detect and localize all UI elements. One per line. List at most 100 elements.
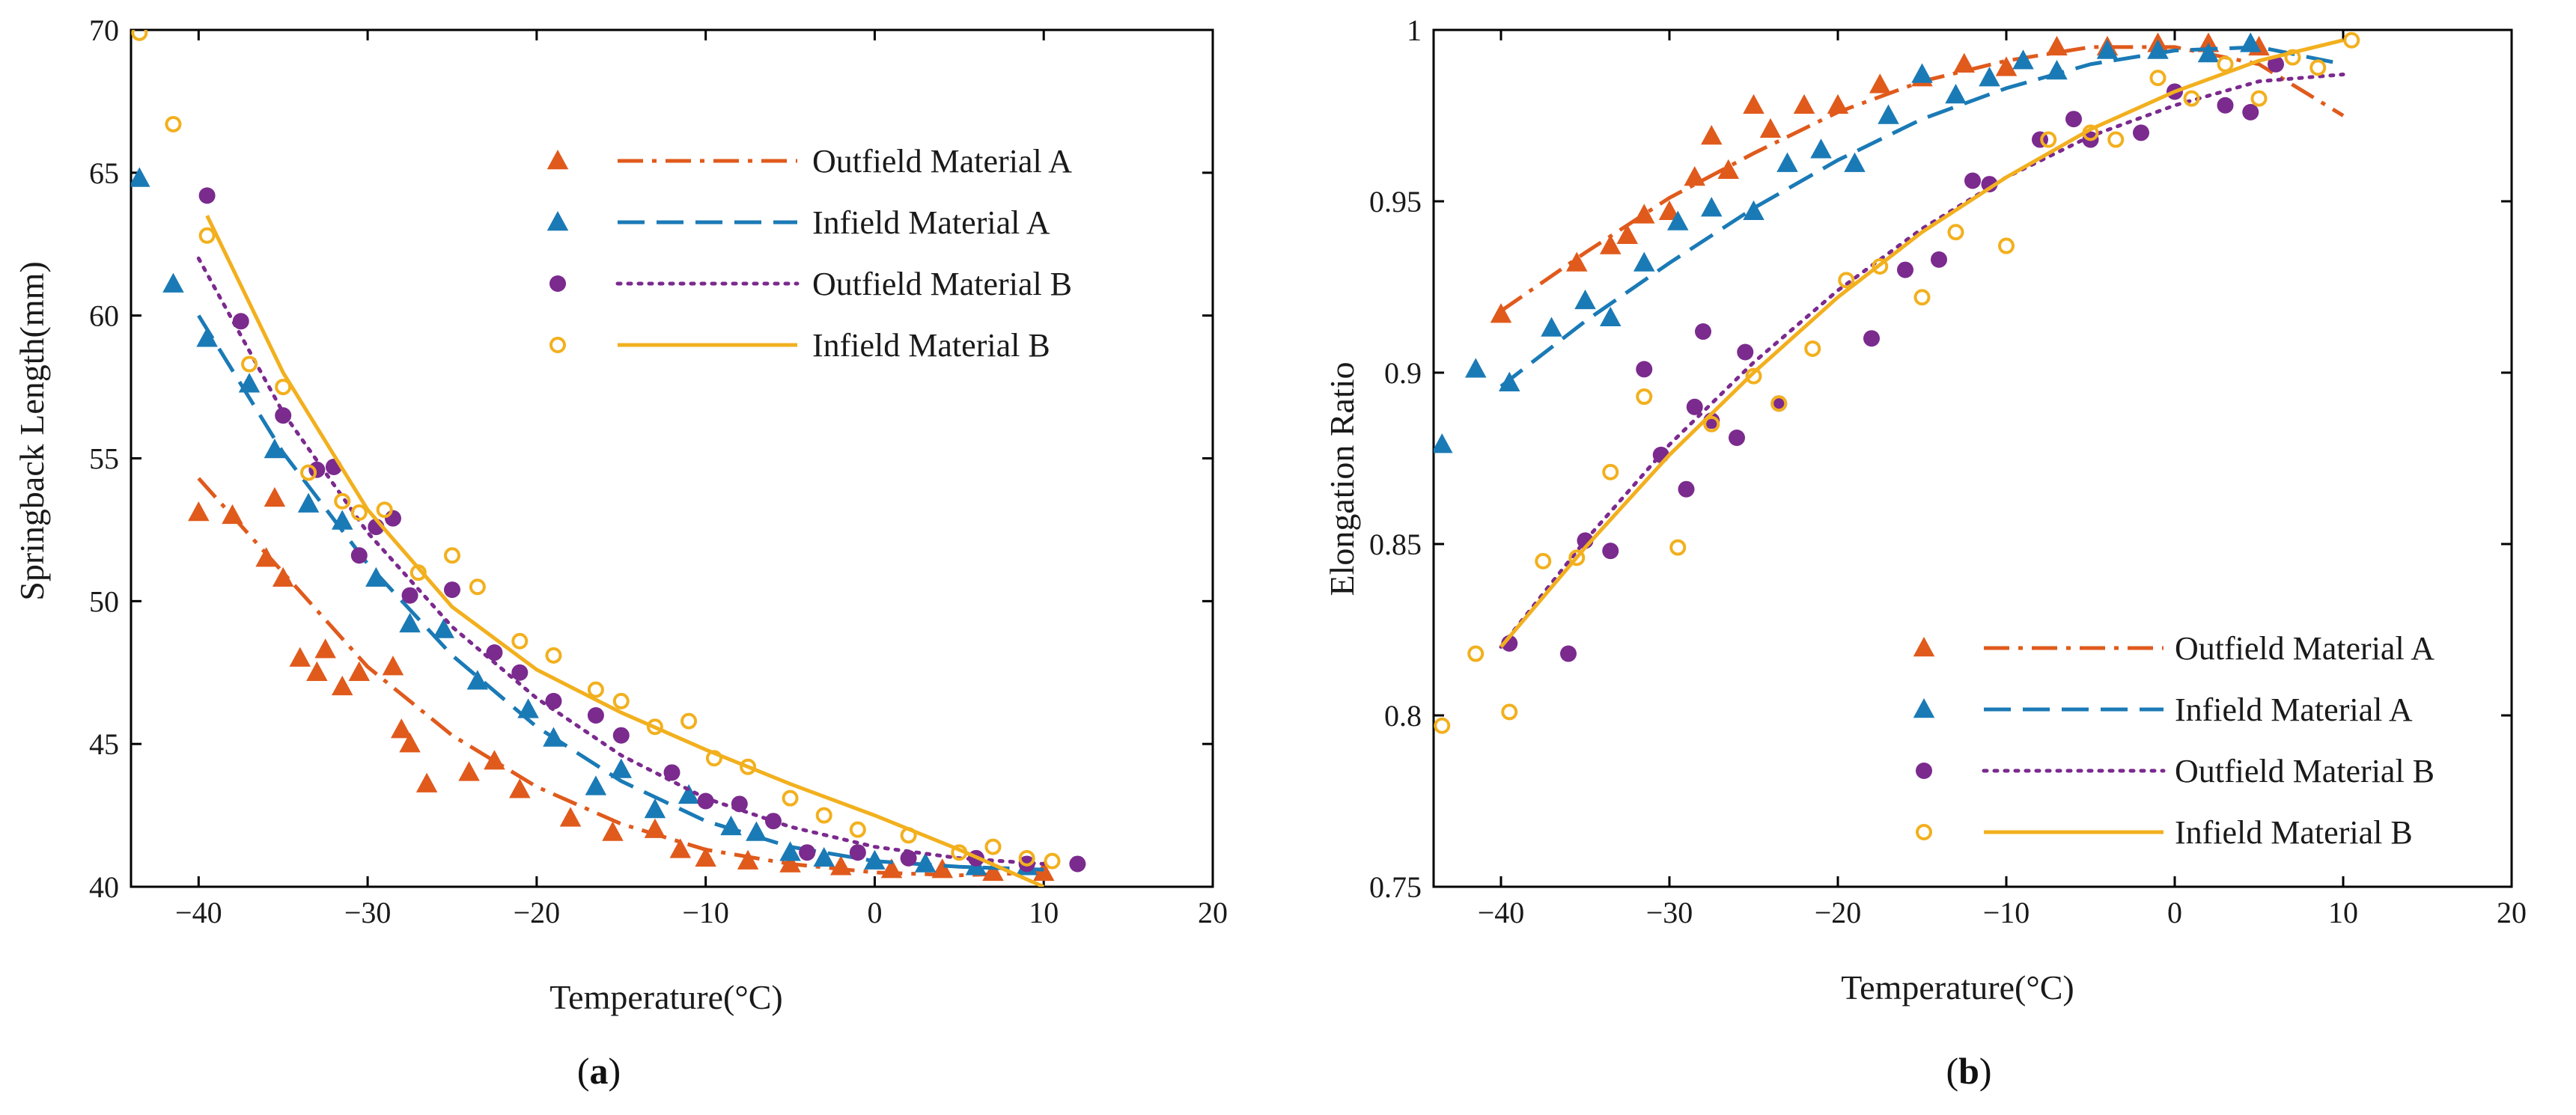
series-outfield-material-a [188,477,1055,882]
data-point [1911,63,1933,83]
fit-line [1499,45,2344,388]
data-point [1667,210,1689,230]
data-point [1745,367,1762,385]
data-point [1018,849,1035,867]
data-point [2096,39,2119,59]
data-point [705,750,722,767]
y-tick-label: 0.95 [1369,185,1422,219]
fit-line [197,477,1044,878]
y-tick-label: 40 [89,870,119,904]
data-point [1501,703,1518,721]
data-point [272,566,294,587]
data-point [365,566,387,587]
data-point [297,492,320,513]
data-point [2197,43,2220,63]
data-point [587,681,604,698]
data-point [443,547,460,564]
data-point [1669,539,1687,556]
data-point [1658,200,1681,220]
data-point [680,712,698,730]
data-point [982,861,1004,882]
data-point [1686,398,1703,415]
y-tick-label: 0.75 [1369,870,1422,904]
data-point [830,855,852,876]
legend-label: Outfield Material A [812,143,1072,180]
data-point [350,504,368,522]
data-point [511,664,529,681]
data-point [1069,855,1086,873]
data-point [232,313,249,330]
data-point [764,813,782,830]
data-point [559,807,582,827]
x-tick-label: 0 [2167,896,2182,929]
fit-line [1499,38,2344,649]
data-point [1032,861,1055,882]
chart-a-xlabel: Temperature(°C) [549,978,782,1016]
y-tick-label: 0.85 [1369,528,1422,561]
data-point [198,187,216,204]
data-point [466,670,489,690]
data-point [543,727,564,747]
data-point [914,852,937,873]
x-tick-label: 10 [2328,896,2358,929]
data-point [334,492,351,510]
chart-b-ylabel: Elongation Ratio [1323,361,1361,596]
plot-frame [1432,28,2513,888]
data-point [1633,204,1655,224]
data-point [275,407,292,424]
legend-label: Infield Material A [812,204,1050,241]
data-point [1844,152,1866,172]
data-point [264,486,286,507]
data-point [469,578,486,596]
data-point [222,504,243,525]
series-outfield-material-b [1499,55,2345,662]
x-tick-label: 10 [1029,896,1059,929]
data-point [2217,97,2234,114]
data-point [443,581,460,599]
data-point [1434,433,1453,453]
data-point [1574,289,1596,310]
data-point [331,675,353,696]
data-point [415,772,438,792]
data-point [2309,59,2327,76]
data-point [1568,549,1586,566]
data-point [165,115,182,132]
data-point [697,792,714,810]
data-point [2183,90,2200,107]
data-point [1636,361,1653,378]
data-point [1931,251,1947,268]
data-point [864,849,886,870]
data-point [602,821,624,841]
y-tick-label: 65 [89,156,119,190]
data-point [1600,306,1622,326]
legend-marker [1913,637,1935,657]
data-point [1652,446,1669,463]
data-point [1827,94,1849,114]
data-point [1636,388,1653,406]
data-point [2107,131,2125,148]
data-point [849,821,866,838]
data-point [2250,90,2268,107]
data-point [1434,717,1451,734]
data-point [1465,358,1487,378]
data-point [348,661,371,681]
data-point [198,227,216,244]
data-point [306,661,328,681]
data-point [612,727,630,744]
legend-marker [1916,763,1932,779]
data-point [813,846,835,867]
chart-a-ylabel: Springback Length(mm) [13,261,51,601]
data-point [131,30,148,41]
data-point [1913,289,1931,306]
data-point [1872,258,1889,275]
panel-label-b: (b) [1946,1050,1991,1092]
y-tick-label: 0.9 [1384,356,1422,390]
y-tick-label: 55 [89,442,119,476]
data-point [241,355,258,373]
data-point [815,807,832,824]
x-tick-label: −40 [1478,896,1525,929]
y-tick-label: 60 [89,299,119,333]
legend-marker [1916,824,1932,840]
legend-label: Outfield Material B [812,266,1072,302]
data-point [737,849,759,870]
